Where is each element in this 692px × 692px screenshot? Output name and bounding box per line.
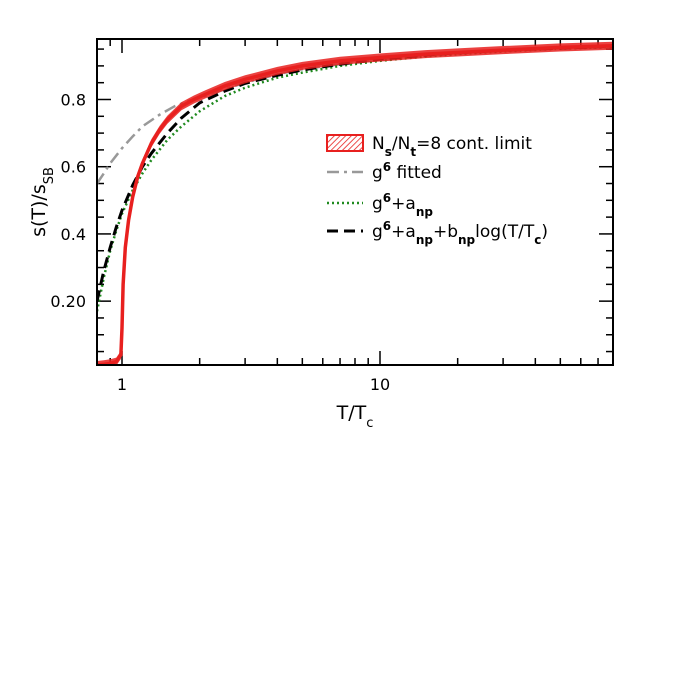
legend-swatch-cont bbox=[326, 134, 364, 152]
legend-label-g6fit: g6 fitted bbox=[372, 160, 442, 183]
x-axis-label: T/Tc bbox=[336, 402, 374, 431]
y-tick-label: 0.20 bbox=[50, 292, 86, 311]
legend-label-g6anpb: g6+anp+bnplog(T/Tc) bbox=[372, 219, 548, 247]
y-axis-label: s(T)/sSB bbox=[28, 167, 57, 237]
legend-label-g6anp: g6+anp bbox=[372, 191, 433, 219]
series-line-cont bbox=[97, 43, 613, 365]
series-band-cont bbox=[97, 41, 613, 365]
plot-series bbox=[97, 41, 613, 365]
legend-label-cont: Ns/Nt=8 cont. limit bbox=[372, 134, 532, 159]
tick-labels: 1 10 0.20 0.4 0.6 0.8 bbox=[50, 90, 390, 394]
y-tick-label: 0.8 bbox=[61, 90, 86, 109]
x-tick-label: 10 bbox=[370, 375, 390, 394]
series-line-g6anpb bbox=[97, 44, 613, 302]
y-tick-label: 0.6 bbox=[61, 158, 86, 177]
plot-frame bbox=[96, 38, 614, 366]
axis-ticks bbox=[96, 39, 614, 365]
series-line-g6anp bbox=[97, 45, 613, 312]
y-tick-label: 0.4 bbox=[61, 225, 86, 244]
x-tick-label: 1 bbox=[117, 375, 127, 394]
